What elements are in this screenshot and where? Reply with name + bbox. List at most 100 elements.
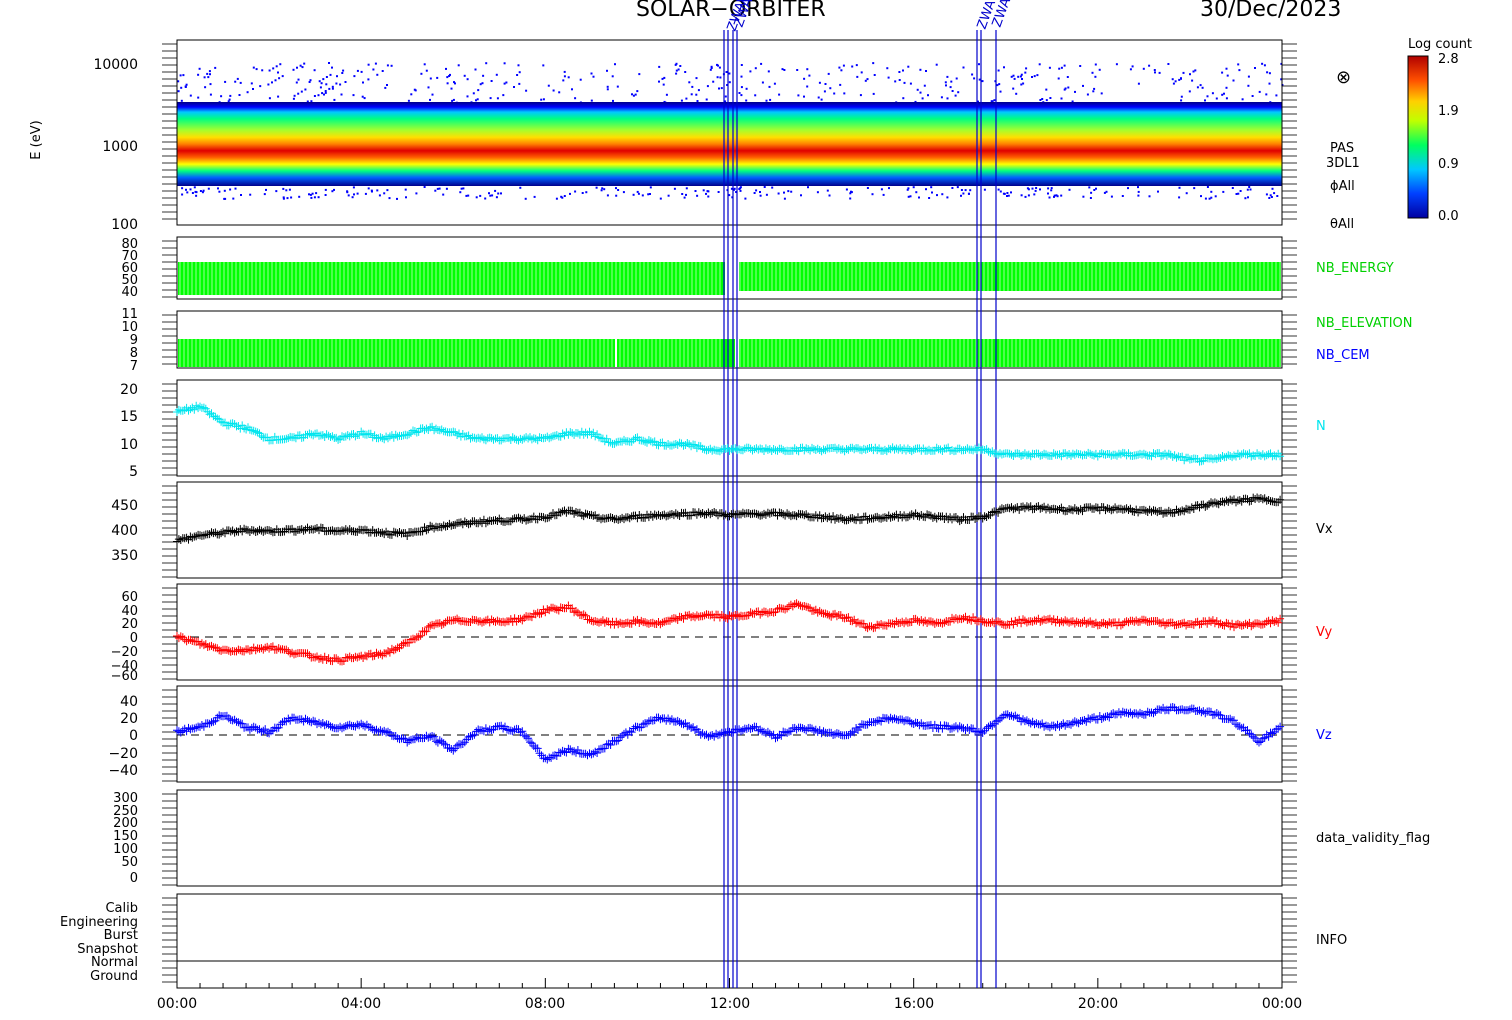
spectrogram-pixel bbox=[800, 194, 802, 197]
series-point-vz bbox=[1232, 720, 1240, 729]
series-point-vx bbox=[1128, 507, 1137, 516]
series-point-vx bbox=[291, 527, 300, 536]
spectrogram-pixel bbox=[1189, 73, 1191, 76]
series-point-vy bbox=[1237, 621, 1246, 630]
spectrogram-pixel bbox=[331, 85, 334, 88]
series-point-vy bbox=[322, 656, 331, 664]
spectrogram-pixel bbox=[631, 93, 633, 96]
series-point-vx bbox=[623, 513, 632, 522]
series-point-n bbox=[489, 435, 498, 444]
series-point-vz bbox=[687, 723, 696, 732]
spectrogram-pixel bbox=[292, 97, 295, 100]
series-point-n bbox=[698, 444, 707, 453]
spectrogram-pixel bbox=[946, 75, 949, 78]
nb-energy-ytick: 80 bbox=[121, 237, 138, 252]
time-tick: 20:00 bbox=[1078, 996, 1118, 1012]
series-point-vz bbox=[1101, 712, 1110, 721]
spectrogram-pixel bbox=[1063, 88, 1066, 91]
series-point-vx bbox=[418, 527, 427, 536]
spectrogram-pixel bbox=[1105, 190, 1108, 193]
vy-panel: 60 40 20 0 −20 −40 −60 Vy bbox=[111, 583, 1333, 684]
series-point-n bbox=[763, 445, 772, 454]
series-point-vz bbox=[706, 731, 715, 740]
spectrogram-pixel bbox=[288, 188, 291, 191]
series-point-vz bbox=[606, 741, 615, 749]
spectrogram-pixel bbox=[472, 92, 475, 95]
spectrogram-pixel bbox=[797, 94, 800, 97]
spectrogram-pixel bbox=[957, 91, 960, 94]
spectrogram-pixel bbox=[696, 194, 699, 197]
series-point-vz bbox=[852, 724, 861, 732]
spectrogram-pixel bbox=[450, 87, 453, 90]
series-point-vx bbox=[1141, 506, 1150, 515]
spectrogram-pixel bbox=[898, 71, 901, 73]
series-point-vy bbox=[478, 618, 486, 627]
series-point-vz bbox=[1197, 708, 1206, 717]
spectrogram-pixel bbox=[194, 190, 197, 193]
series-point-vx bbox=[577, 511, 586, 520]
series-point-vx bbox=[420, 523, 429, 532]
spectrogram-pixel bbox=[606, 194, 609, 197]
series-point-vz bbox=[174, 727, 183, 736]
series-point-n bbox=[861, 445, 870, 454]
spectrogram-pixel bbox=[386, 84, 388, 86]
spectrogram-pixel bbox=[1034, 189, 1037, 192]
spectrogram-noise bbox=[177, 62, 1284, 200]
spectrogram-pixel bbox=[179, 74, 182, 77]
spectrogram-pixel bbox=[695, 93, 698, 96]
spectrogram-pixel bbox=[1020, 194, 1023, 197]
series-point-vz bbox=[777, 731, 786, 740]
spectrogram-pixel bbox=[383, 192, 386, 195]
series-point-n bbox=[1162, 451, 1171, 460]
series-point-vy bbox=[867, 622, 876, 631]
series-point-vy bbox=[844, 613, 853, 622]
spectrogram-pixel bbox=[1248, 186, 1251, 188]
series-point-vz bbox=[1080, 716, 1089, 724]
series-point-vx bbox=[1024, 503, 1033, 512]
series-point-vz bbox=[808, 724, 816, 733]
spectrogram-pixel bbox=[1280, 62, 1283, 65]
spectrogram-pixel bbox=[1174, 80, 1177, 83]
spectrogram-pixel bbox=[1246, 188, 1249, 191]
series-point-vz bbox=[800, 725, 809, 734]
spectrogram-pixel bbox=[818, 81, 821, 84]
series-point-vx bbox=[641, 513, 650, 522]
spectrogram-pixel bbox=[649, 193, 651, 195]
spectrogram-pixel bbox=[313, 69, 316, 72]
series-point-n bbox=[504, 434, 513, 443]
series-point-vy bbox=[334, 655, 343, 664]
series-point-n bbox=[531, 434, 540, 443]
series-point-vx bbox=[219, 527, 227, 536]
vx-ytick: 350 bbox=[111, 548, 138, 564]
series-point-vz bbox=[209, 717, 218, 726]
series-point-vy bbox=[963, 615, 972, 624]
series-point-n bbox=[449, 427, 458, 436]
validity-ytick: 50 bbox=[121, 855, 138, 870]
series-point-vz bbox=[600, 744, 609, 753]
spectrogram-pixel bbox=[840, 69, 843, 72]
series-point-n bbox=[1184, 453, 1192, 462]
series-point-vz bbox=[190, 724, 199, 733]
series-point-vx bbox=[608, 514, 617, 522]
spectrogram-pixel bbox=[925, 188, 927, 191]
spectrogram-pixel bbox=[1266, 71, 1269, 74]
series-point-vx bbox=[349, 527, 358, 536]
series-point-n bbox=[631, 434, 640, 442]
spectrogram-pixel bbox=[1012, 74, 1015, 77]
spectrogram-pixel bbox=[292, 68, 295, 71]
spectrogram-pixel bbox=[663, 100, 666, 103]
spectrogram-pixel bbox=[204, 86, 207, 89]
spectrogram-pixel bbox=[960, 194, 962, 197]
series-point-vz bbox=[1178, 705, 1187, 714]
spectrogram-pixel bbox=[234, 80, 237, 83]
series-point-vy bbox=[903, 618, 912, 627]
series-point-vz bbox=[522, 732, 531, 741]
spectrogram-pixel bbox=[783, 69, 786, 71]
spectrogram-pixel bbox=[352, 186, 355, 189]
series-point-vz bbox=[1044, 722, 1052, 731]
series-point-vy bbox=[817, 608, 826, 617]
series-point-n bbox=[652, 440, 661, 449]
spectrogram-pixel bbox=[453, 81, 455, 84]
series-point-vz bbox=[178, 726, 187, 735]
series-point-vx bbox=[1044, 503, 1052, 512]
